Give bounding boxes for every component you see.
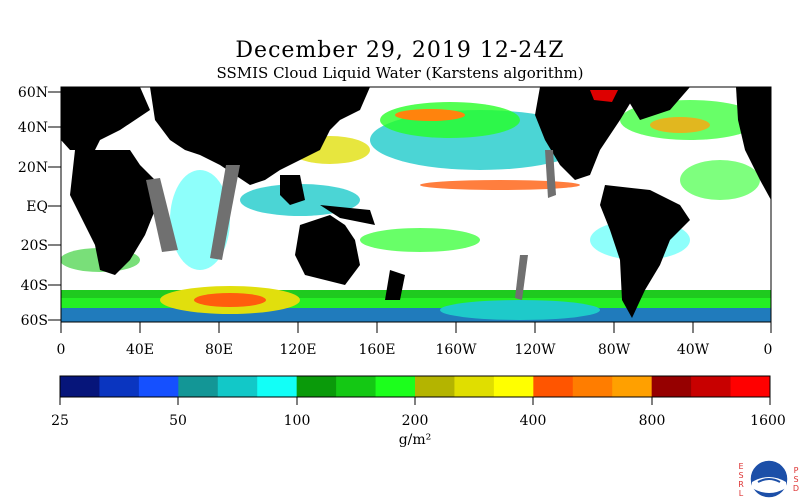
lon-label: 0 <box>57 342 66 358</box>
logo-letter: R <box>738 480 744 489</box>
lon-label: 80E <box>205 342 233 358</box>
logo-letter: D <box>792 484 800 493</box>
legend-swatch <box>336 376 377 397</box>
lat-axis: 60N 40N 20N EQ 20S 40S 60S <box>18 85 48 329</box>
legend-unit: g/m² <box>399 432 432 448</box>
lon-label: 160E <box>359 342 396 358</box>
legend-swatch <box>651 376 692 397</box>
legend-swatch <box>454 376 495 397</box>
lon-label: 40E <box>126 342 154 358</box>
legend-swatch <box>415 376 455 397</box>
logo-letter: E <box>738 462 744 471</box>
legend-swatch <box>296 376 337 397</box>
legend-swatch <box>691 376 732 397</box>
lat-label: 20S <box>21 238 48 254</box>
noaa-emblem-icon <box>749 459 789 499</box>
orbit-gaps <box>146 150 556 300</box>
lat-ticks <box>48 91 61 321</box>
lon-label: 160W <box>435 342 477 358</box>
legend-ticks <box>59 397 771 405</box>
legend-swatches <box>60 376 771 397</box>
legend-swatch <box>138 376 179 397</box>
legend-swatch <box>572 376 613 397</box>
lat-label: EQ <box>26 199 48 215</box>
lat-label: 40S <box>21 278 48 294</box>
cloud-water-field <box>61 100 771 322</box>
psd-letters: P S D <box>792 466 800 493</box>
legend-tick-label: 400 <box>520 413 547 429</box>
logo-letter: L <box>738 489 744 498</box>
logo-letter: S <box>793 475 799 484</box>
logo-letter: S <box>738 471 744 480</box>
lon-label: 80W <box>598 342 631 358</box>
legend-swatch <box>533 376 574 397</box>
lon-label: 120E <box>280 342 317 358</box>
legend-swatch <box>60 376 100 397</box>
legend-swatch <box>375 376 416 397</box>
map-subtitle: SSMIS Cloud Liquid Water (Karstens algor… <box>216 64 584 82</box>
legend-swatch <box>217 376 258 397</box>
lon-label: 40W <box>677 342 710 358</box>
legend-swatch <box>99 376 140 397</box>
lat-label: 20N <box>18 160 48 176</box>
legend-swatch <box>612 376 653 397</box>
map-plot-area <box>61 87 771 322</box>
lon-axis: 0 40E 80E 120E 160E 160W 120W 80W 40W 0 <box>57 342 773 358</box>
lat-label: 40N <box>18 120 48 136</box>
legend-tick-label: 100 <box>284 413 311 429</box>
legend-tick-label: 50 <box>169 413 187 429</box>
legend-swatch <box>178 376 219 397</box>
legend-tick-label: 200 <box>402 413 429 429</box>
legend-swatch <box>493 376 534 397</box>
lon-label: 0 <box>764 342 773 358</box>
legend-swatch <box>257 376 298 397</box>
legend-tick-label: 800 <box>639 413 666 429</box>
legend-swatch <box>730 376 771 397</box>
lat-label: 60N <box>18 85 48 101</box>
lon-ticks <box>60 322 772 333</box>
land-masses <box>61 87 771 318</box>
legend-labels: 25 50 100 200 400 800 1600 <box>51 413 786 429</box>
lon-label: 120W <box>514 342 556 358</box>
lat-label: 60S <box>21 313 48 329</box>
esrl-letters: E S R L <box>737 462 745 498</box>
map-title: December 29, 2019 12-24Z <box>235 38 565 63</box>
legend-tick-label: 1600 <box>750 413 786 429</box>
legend-tick-label: 25 <box>51 413 69 429</box>
logo-letter: P <box>793 466 799 475</box>
